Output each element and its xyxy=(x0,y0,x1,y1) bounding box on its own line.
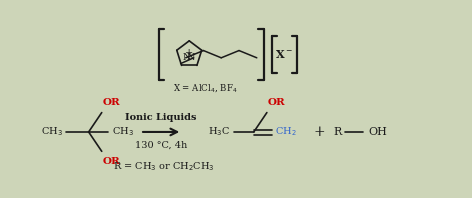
Text: OH: OH xyxy=(368,127,387,137)
Text: Ionic Liquids: Ionic Liquids xyxy=(126,113,197,122)
Text: OR: OR xyxy=(268,98,286,107)
Text: H$_3$C: H$_3$C xyxy=(208,126,230,138)
Text: CH$_2$: CH$_2$ xyxy=(275,126,297,138)
Text: OR: OR xyxy=(103,98,120,107)
Text: N: N xyxy=(187,53,195,62)
Text: +: + xyxy=(185,48,194,57)
Text: 130 °C, 4h: 130 °C, 4h xyxy=(135,141,187,149)
Text: X = AlCl$_4$, BF$_4$: X = AlCl$_4$, BF$_4$ xyxy=(173,82,238,94)
Text: CH$_3$: CH$_3$ xyxy=(112,126,134,138)
Text: N: N xyxy=(183,53,191,62)
Text: OR: OR xyxy=(103,157,120,166)
Text: CH$_3$: CH$_3$ xyxy=(41,126,62,138)
Text: X$^-$: X$^-$ xyxy=(276,49,293,60)
Text: R = CH$_3$ or CH$_2$CH$_3$: R = CH$_3$ or CH$_2$CH$_3$ xyxy=(113,160,214,173)
Text: R: R xyxy=(334,127,342,137)
Text: +: + xyxy=(313,125,325,139)
